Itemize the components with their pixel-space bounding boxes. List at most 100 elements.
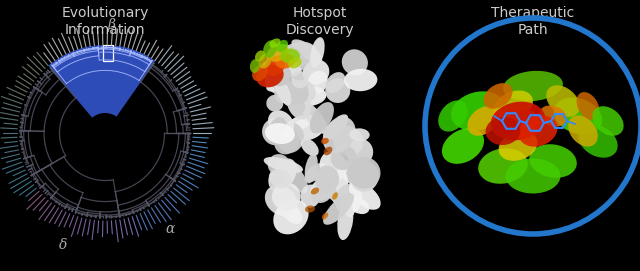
Ellipse shape: [310, 185, 332, 203]
Text: Evolutionary
Information: Evolutionary Information: [61, 6, 148, 37]
Ellipse shape: [256, 64, 284, 87]
Ellipse shape: [278, 42, 316, 68]
Ellipse shape: [273, 54, 295, 75]
Ellipse shape: [491, 102, 545, 140]
Ellipse shape: [265, 123, 295, 144]
Ellipse shape: [279, 200, 302, 224]
Ellipse shape: [287, 88, 312, 120]
Ellipse shape: [266, 95, 284, 112]
Ellipse shape: [285, 114, 314, 131]
Ellipse shape: [269, 65, 288, 88]
Ellipse shape: [493, 91, 533, 121]
Ellipse shape: [451, 91, 505, 131]
Ellipse shape: [349, 181, 381, 210]
Ellipse shape: [467, 106, 499, 136]
Ellipse shape: [349, 128, 370, 141]
Ellipse shape: [325, 78, 350, 103]
Ellipse shape: [518, 115, 557, 147]
Ellipse shape: [263, 40, 277, 58]
Ellipse shape: [275, 87, 289, 103]
Ellipse shape: [478, 148, 528, 184]
Ellipse shape: [259, 53, 271, 69]
Ellipse shape: [301, 101, 328, 134]
Ellipse shape: [268, 44, 289, 62]
Text: Hotspot
Discovery: Hotspot Discovery: [285, 6, 355, 37]
Ellipse shape: [264, 157, 303, 173]
Ellipse shape: [276, 55, 302, 75]
Ellipse shape: [265, 185, 297, 216]
Ellipse shape: [275, 129, 299, 154]
Ellipse shape: [344, 69, 378, 91]
Text: Therapeutic
Path: Therapeutic Path: [492, 6, 575, 37]
Ellipse shape: [342, 187, 355, 217]
Ellipse shape: [350, 161, 379, 192]
Ellipse shape: [311, 188, 319, 194]
Ellipse shape: [290, 100, 305, 115]
Ellipse shape: [291, 39, 322, 63]
Ellipse shape: [319, 151, 347, 182]
Ellipse shape: [265, 76, 286, 95]
Ellipse shape: [310, 37, 324, 67]
Ellipse shape: [292, 86, 326, 106]
Ellipse shape: [267, 49, 289, 73]
Ellipse shape: [331, 145, 356, 170]
Ellipse shape: [315, 166, 339, 192]
Ellipse shape: [546, 85, 580, 117]
Ellipse shape: [269, 38, 280, 48]
Ellipse shape: [593, 106, 623, 136]
Ellipse shape: [348, 157, 381, 189]
Ellipse shape: [321, 138, 329, 144]
Bar: [103, 45, 113, 61]
Ellipse shape: [266, 78, 286, 92]
Ellipse shape: [277, 122, 304, 153]
Ellipse shape: [266, 69, 294, 90]
Ellipse shape: [315, 170, 339, 202]
Ellipse shape: [279, 80, 296, 101]
Ellipse shape: [323, 193, 354, 225]
Ellipse shape: [333, 126, 364, 156]
Ellipse shape: [269, 169, 291, 188]
Ellipse shape: [506, 159, 561, 193]
Ellipse shape: [266, 49, 282, 64]
Ellipse shape: [335, 184, 362, 215]
Ellipse shape: [270, 176, 285, 194]
Ellipse shape: [337, 201, 353, 240]
Ellipse shape: [326, 72, 346, 93]
Ellipse shape: [268, 110, 294, 137]
Ellipse shape: [508, 110, 538, 132]
Ellipse shape: [285, 80, 308, 105]
Ellipse shape: [272, 63, 301, 77]
Ellipse shape: [274, 77, 291, 105]
Wedge shape: [49, 45, 156, 118]
Ellipse shape: [579, 124, 618, 158]
Ellipse shape: [268, 62, 291, 86]
Ellipse shape: [270, 44, 303, 62]
Ellipse shape: [294, 80, 316, 102]
Ellipse shape: [305, 163, 326, 182]
Ellipse shape: [280, 159, 308, 193]
Ellipse shape: [281, 74, 297, 107]
Ellipse shape: [292, 71, 308, 88]
Ellipse shape: [483, 83, 513, 109]
Ellipse shape: [568, 115, 598, 147]
Ellipse shape: [280, 49, 300, 63]
Ellipse shape: [250, 59, 260, 73]
Ellipse shape: [301, 138, 319, 156]
Ellipse shape: [310, 102, 334, 134]
Ellipse shape: [269, 117, 287, 136]
Ellipse shape: [265, 56, 285, 76]
Ellipse shape: [259, 57, 288, 78]
Ellipse shape: [275, 53, 296, 75]
Ellipse shape: [347, 196, 369, 214]
Ellipse shape: [503, 71, 563, 101]
Ellipse shape: [273, 199, 308, 234]
Text: β: β: [108, 18, 116, 33]
Ellipse shape: [272, 182, 301, 210]
Ellipse shape: [275, 53, 295, 69]
Ellipse shape: [340, 160, 377, 189]
Ellipse shape: [332, 192, 338, 200]
Ellipse shape: [275, 44, 306, 72]
Ellipse shape: [310, 176, 339, 201]
Ellipse shape: [499, 131, 538, 161]
Ellipse shape: [577, 92, 600, 120]
